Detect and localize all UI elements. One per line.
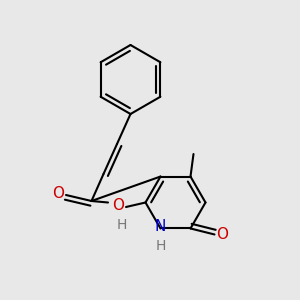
Text: O: O [216, 227, 228, 242]
Text: N: N [155, 219, 166, 234]
Text: O: O [52, 186, 64, 201]
Text: H: H [116, 218, 127, 232]
Text: H: H [155, 239, 166, 253]
Text: O: O [112, 198, 124, 213]
